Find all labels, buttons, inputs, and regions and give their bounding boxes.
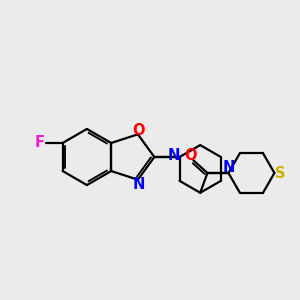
Text: N: N — [168, 148, 180, 163]
Text: S: S — [275, 166, 285, 181]
Text: O: O — [132, 123, 145, 138]
Text: F: F — [34, 136, 45, 151]
Text: N: N — [133, 177, 145, 192]
Text: O: O — [184, 148, 197, 163]
Text: N: N — [222, 160, 235, 175]
